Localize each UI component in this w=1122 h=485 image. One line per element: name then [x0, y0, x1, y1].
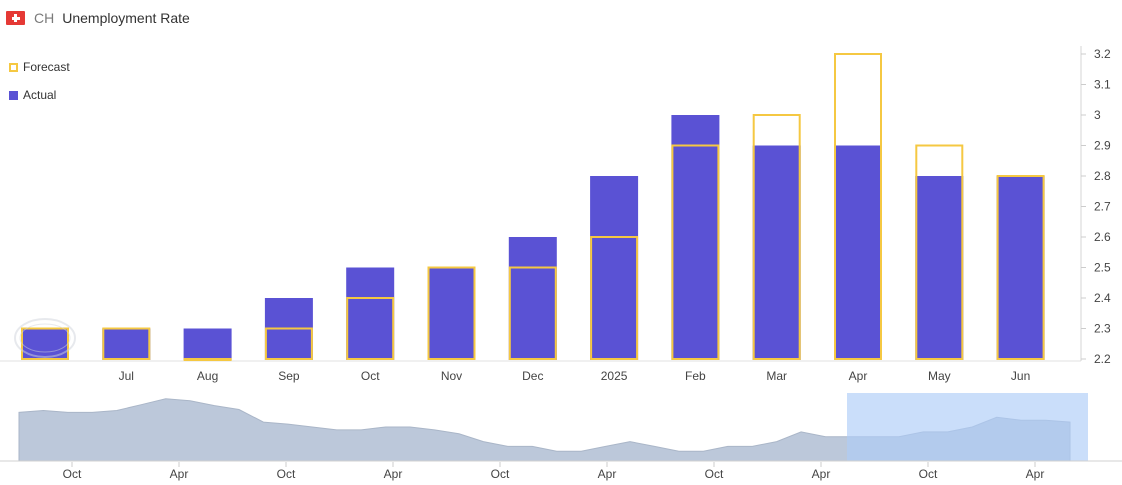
legend-label-forecast: Forecast — [23, 60, 70, 74]
y-tick-label: 2.2 — [1094, 352, 1111, 366]
actual-bar[interactable] — [915, 176, 964, 360]
y-tick-label: 2.8 — [1094, 169, 1111, 183]
navigator-tick-label: Apr — [170, 467, 189, 481]
x-tick-label: Jun — [1011, 369, 1030, 383]
x-tick-label: Sep — [278, 369, 300, 383]
actual-bar[interactable] — [834, 145, 882, 361]
actual-bar[interactable] — [427, 267, 476, 361]
y-axis-labels: 2.2 2.3 2.4 2.5 2.6 2.7 2.8 2.9 3 3.1 3.2 — [1081, 47, 1111, 366]
y-tick-label: 3.1 — [1094, 78, 1111, 92]
navigator[interactable]: Oct Apr Oct Apr Oct Apr Oct Apr Oct Apr — [0, 390, 1122, 485]
navigator-tick-label: Oct — [491, 467, 510, 481]
x-tick-label: Dec — [522, 369, 543, 383]
navigator-tick-label: Apr — [384, 467, 403, 481]
forecast-bar[interactable] — [427, 266, 476, 360]
forecast-bar[interactable] — [996, 175, 1045, 360]
actual-bar[interactable] — [21, 328, 69, 361]
chart-title: Unemployment Rate — [62, 10, 190, 26]
x-axis-labels: Jul Aug Sep Oct Nov Dec 2025 Feb Mar Apr May Jun — [119, 369, 1031, 383]
actual-bar[interactable] — [102, 328, 151, 361]
legend-item-actual[interactable]: Actual — [9, 88, 56, 102]
x-tick-label: Apr — [849, 369, 868, 383]
navigator-tick-label: Oct — [705, 467, 724, 481]
y-tick-label: 2.7 — [1094, 200, 1111, 214]
forecast-bar[interactable] — [508, 266, 557, 360]
navigator-tick-label: Oct — [919, 467, 938, 481]
actual-bar[interactable] — [346, 267, 395, 361]
x-tick-label: Mar — [766, 369, 787, 383]
y-tick-label: 2.4 — [1094, 291, 1111, 305]
legend-item-forecast[interactable]: Forecast — [9, 60, 70, 74]
y-tick-label: 2.9 — [1094, 139, 1111, 153]
x-tick-label: May — [928, 369, 951, 383]
watermark-logo — [14, 318, 76, 358]
forecast-bar[interactable] — [590, 236, 639, 360]
x-tick-label: 2025 — [601, 369, 628, 383]
actual-bar[interactable] — [752, 145, 801, 361]
navigator-tick-label: Apr — [812, 467, 831, 481]
y-tick-label: 2.5 — [1094, 261, 1111, 275]
forecast-bar[interactable] — [752, 114, 801, 360]
x-tick-label: Oct — [361, 369, 380, 383]
swiss-flag-icon — [6, 11, 25, 25]
y-tick-label: 3.2 — [1094, 47, 1111, 61]
forecast-bar[interactable] — [183, 358, 232, 361]
x-tick-label: Nov — [441, 369, 462, 383]
navigator-tick-label: Oct — [63, 467, 82, 481]
forecast-swatch-icon — [9, 62, 18, 72]
x-tick-label: Aug — [197, 369, 218, 383]
x-tick-label: Feb — [685, 369, 706, 383]
country-code: CH — [34, 10, 55, 26]
actual-swatch-icon — [9, 90, 18, 100]
navigator-tick-label: Oct — [277, 467, 296, 481]
navigator-tick-labels: Oct Apr Oct Apr Oct Apr Oct Apr Oct Apr — [63, 462, 1045, 481]
forecast-bar[interactable] — [346, 297, 395, 360]
bar-chart: 2.2 2.3 2.4 2.5 2.6 2.7 2.8 2.9 3 3.1 3.2 Jul Aug Se… — [0, 46, 1111, 383]
y-tick-label: 2.3 — [1094, 322, 1111, 336]
navigator-tick-label: Apr — [1026, 467, 1045, 481]
navigator-tick-label: Apr — [598, 467, 617, 481]
actual-bar[interactable] — [996, 176, 1045, 360]
forecast-bar[interactable] — [264, 327, 313, 360]
forecast-bar[interactable] — [834, 53, 882, 360]
bars-group — [21, 53, 1045, 361]
actual-bar[interactable] — [183, 328, 232, 361]
legend-label-actual: Actual — [23, 88, 57, 102]
chart-header: CH Unemployment Rate — [6, 8, 190, 28]
forecast-bar[interactable] — [102, 327, 151, 360]
navigator-selection-window[interactable] — [847, 393, 1088, 461]
forecast-bar[interactable] — [671, 144, 720, 360]
actual-bar[interactable] — [590, 176, 639, 360]
y-tick-label: 3 — [1094, 108, 1101, 122]
y-tick-label: 2.6 — [1094, 230, 1111, 244]
forecast-bar[interactable] — [915, 144, 964, 360]
actual-bar[interactable] — [508, 237, 557, 360]
x-tick-label: Jul — [119, 369, 134, 383]
actual-bar[interactable] — [671, 115, 720, 360]
